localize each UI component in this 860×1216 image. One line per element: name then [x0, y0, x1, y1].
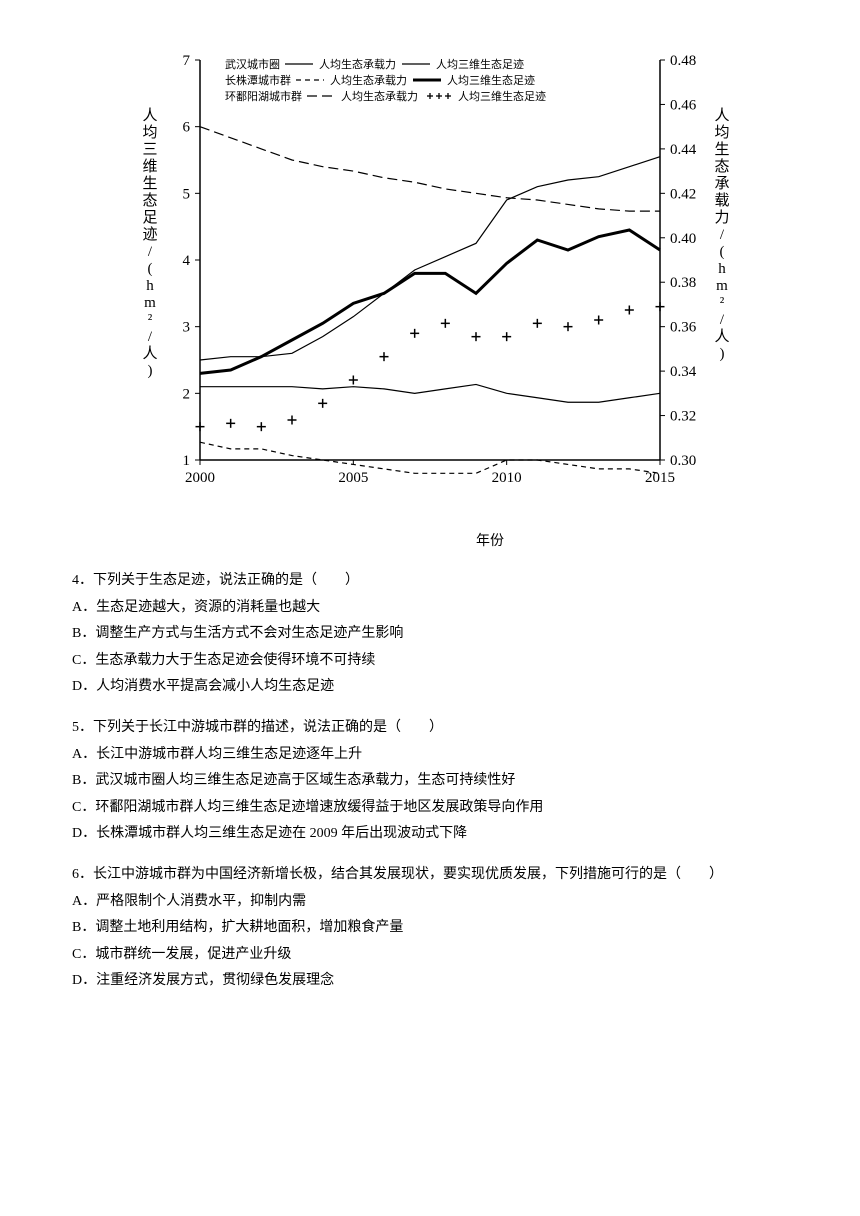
svg-text:0.34: 0.34	[670, 364, 697, 380]
svg-text:/: /	[720, 312, 725, 328]
svg-text:载: 载	[714, 192, 729, 209]
svg-text:(: (	[148, 261, 153, 277]
svg-text:7: 7	[183, 53, 191, 69]
svg-text:态: 态	[142, 192, 157, 209]
svg-text:0.48: 0.48	[670, 53, 696, 69]
q6-option-b: B．调整土地利用结构，扩大耕地面积，增加粮食产量	[60, 915, 800, 942]
svg-text:/: /	[148, 244, 153, 260]
svg-text:人均三维生态足迹: 人均三维生态足迹	[458, 89, 546, 103]
q4-stem: 4．下列关于生态足迹，说法正确的是（ ）	[60, 568, 800, 595]
svg-text:/: /	[720, 227, 725, 243]
svg-text:0.30: 0.30	[670, 453, 696, 469]
svg-text:均: 均	[142, 124, 157, 141]
svg-text:人: 人	[714, 328, 729, 345]
svg-text:2010: 2010	[492, 470, 522, 486]
svg-text:h: h	[146, 278, 154, 294]
svg-text:态: 态	[714, 158, 729, 175]
q5-option-b: B．武汉城市圈人均三维生态足迹高于区域生态承载力，生态可持续性好	[60, 768, 800, 795]
q6-stem: 6．长江中游城市群为中国经济新增长极，结合其发展现状，要实现优质发展，下列措施可…	[60, 862, 800, 889]
x-axis-label: 年份	[180, 530, 800, 550]
svg-text:环鄱阳湖城市群: 环鄱阳湖城市群	[225, 89, 302, 103]
svg-text:武汉城市圈: 武汉城市圈	[225, 57, 280, 71]
svg-text:力: 力	[714, 209, 729, 226]
q6-option-a: A．严格限制个人消费水平，抑制内需	[60, 889, 800, 916]
svg-text:5: 5	[183, 186, 191, 202]
svg-text:0.32: 0.32	[670, 409, 696, 425]
chart-container: 1 2 3 4 5 6 7 0.30 0.32 0.34 0.36 0.38 0.40 0.42 0.44 0…	[110, 20, 750, 510]
q6-option-c: C．城市群统一发展，促进产业升级	[60, 942, 800, 969]
svg-text:人均三维生态足迹: 人均三维生态足迹	[436, 57, 524, 71]
svg-text:0.40: 0.40	[670, 231, 696, 247]
svg-text:2005: 2005	[338, 470, 368, 486]
svg-text:h: h	[718, 261, 726, 277]
svg-text:均: 均	[714, 124, 729, 141]
svg-text:人: 人	[714, 107, 729, 124]
svg-text:承: 承	[714, 175, 729, 192]
svg-text:m: m	[716, 278, 728, 294]
svg-text:): )	[148, 363, 153, 379]
q5-option-c: C．环鄱阳湖城市群人均三维生态足迹增速放缓得益于地区发展政策导向作用	[60, 795, 800, 822]
svg-text:3: 3	[183, 320, 191, 336]
svg-text:m: m	[144, 295, 156, 311]
svg-text:2000: 2000	[185, 470, 215, 486]
svg-text:人均生态承载力: 人均生态承载力	[319, 57, 396, 71]
svg-text:生: 生	[714, 141, 729, 158]
svg-text:0.44: 0.44	[670, 142, 697, 158]
svg-text:4: 4	[183, 253, 191, 269]
svg-text:²: ²	[720, 295, 725, 311]
q5-stem: 5．下列关于长江中游城市群的描述，说法正确的是（ ）	[60, 715, 800, 742]
svg-text:(: (	[720, 244, 725, 260]
svg-text:三: 三	[142, 142, 157, 158]
q6-option-d: D．注重经济发展方式，贯彻绿色发展理念	[60, 968, 800, 995]
question-5: 5．下列关于长江中游城市群的描述，说法正确的是（ ） A．长江中游城市群人均三维…	[60, 715, 800, 848]
svg-text:长株潭城市群: 长株潭城市群	[225, 73, 291, 87]
svg-text:人均生态承载力: 人均生态承载力	[330, 73, 407, 87]
svg-text:0.36: 0.36	[670, 320, 697, 336]
svg-text:人: 人	[142, 345, 157, 362]
svg-text:维: 维	[142, 158, 157, 175]
svg-text:2: 2	[183, 386, 191, 402]
svg-text:0.42: 0.42	[670, 186, 696, 202]
svg-text:6: 6	[183, 120, 191, 136]
svg-text:0.46: 0.46	[670, 97, 697, 113]
svg-text:人: 人	[142, 107, 157, 124]
q5-option-a: A．长江中游城市群人均三维生态足迹逐年上升	[60, 742, 800, 769]
question-4: 4．下列关于生态足迹，说法正确的是（ ） A．生态足迹越大，资源的消耗量也越大 …	[60, 568, 800, 701]
svg-text:迹: 迹	[142, 226, 157, 243]
q4-option-c: C．生态承载力大于生态足迹会使得环境不可持续	[60, 648, 800, 675]
svg-text:2015: 2015	[645, 470, 675, 486]
svg-text:足: 足	[142, 209, 157, 226]
q5-option-d: D．长株潭城市群人均三维生态足迹在 2009 年后出现波动式下降	[60, 821, 800, 848]
ecological-footprint-chart: 1 2 3 4 5 6 7 0.30 0.32 0.34 0.36 0.38 0.40 0.42 0.44 0…	[110, 20, 750, 510]
svg-text:/: /	[148, 329, 153, 345]
svg-text:人均三维生态足迹: 人均三维生态足迹	[447, 73, 535, 87]
svg-text:生: 生	[142, 175, 157, 192]
svg-text:0.38: 0.38	[670, 275, 696, 291]
svg-text:1: 1	[183, 453, 191, 469]
q4-option-d: D．人均消费水平提高会减小人均生态足迹	[60, 674, 800, 701]
q4-option-b: B．调整生产方式与生活方式不会对生态足迹产生影响	[60, 621, 800, 648]
q4-option-a: A．生态足迹越大，资源的消耗量也越大	[60, 595, 800, 622]
svg-text:): )	[720, 346, 725, 362]
svg-text:人均生态承载力: 人均生态承载力	[341, 89, 418, 103]
svg-text:²: ²	[148, 312, 153, 328]
question-6: 6．长江中游城市群为中国经济新增长极，结合其发展现状，要实现优质发展，下列措施可…	[60, 862, 800, 995]
